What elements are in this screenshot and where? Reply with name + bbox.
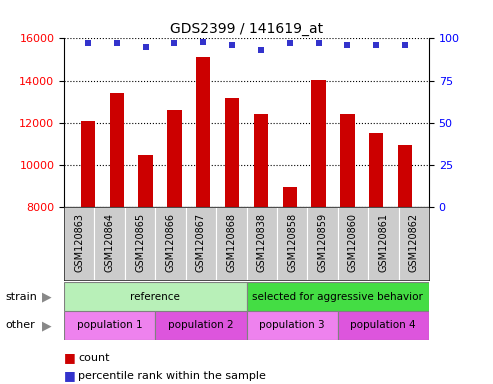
- Text: GSM120858: GSM120858: [287, 213, 297, 272]
- Text: percentile rank within the sample: percentile rank within the sample: [78, 371, 266, 381]
- Bar: [64, 282, 246, 311]
- Text: GSM120861: GSM120861: [378, 213, 388, 272]
- Point: [199, 39, 207, 45]
- Text: population 3: population 3: [259, 320, 325, 331]
- Bar: [246, 282, 429, 311]
- Point: [257, 47, 265, 53]
- Bar: [64, 207, 95, 280]
- Bar: [282, 187, 297, 207]
- Bar: [246, 207, 277, 280]
- Text: GSM120865: GSM120865: [135, 213, 145, 272]
- Text: GSM120862: GSM120862: [409, 213, 419, 272]
- Bar: [368, 207, 398, 280]
- Point: [344, 42, 352, 48]
- Point: [228, 42, 236, 48]
- Bar: [95, 207, 125, 280]
- Bar: [338, 207, 368, 280]
- Bar: [312, 79, 326, 207]
- Point: [315, 40, 322, 46]
- Bar: [186, 207, 216, 280]
- Text: population 2: population 2: [168, 320, 234, 331]
- Text: GSM120868: GSM120868: [226, 213, 236, 272]
- Text: population 1: population 1: [77, 320, 142, 331]
- Point: [113, 40, 121, 46]
- Text: GSM120864: GSM120864: [105, 213, 115, 272]
- Bar: [139, 155, 153, 207]
- Bar: [277, 207, 307, 280]
- Text: GSM120859: GSM120859: [317, 213, 327, 272]
- Bar: [109, 93, 124, 207]
- Bar: [81, 121, 95, 207]
- Bar: [155, 207, 186, 280]
- Text: selected for aggressive behavior: selected for aggressive behavior: [252, 291, 423, 302]
- Bar: [398, 207, 429, 280]
- Bar: [398, 145, 412, 207]
- Bar: [155, 311, 246, 340]
- Text: GSM120838: GSM120838: [257, 213, 267, 272]
- Text: population 4: population 4: [351, 320, 416, 331]
- Point: [84, 40, 92, 46]
- Bar: [338, 311, 429, 340]
- Text: ■: ■: [64, 351, 76, 364]
- Text: ■: ■: [64, 369, 76, 382]
- Text: other: other: [5, 320, 35, 331]
- Point: [171, 40, 178, 46]
- Bar: [64, 311, 155, 340]
- Bar: [340, 114, 354, 207]
- Bar: [225, 98, 239, 207]
- Title: GDS2399 / 141619_at: GDS2399 / 141619_at: [170, 22, 323, 36]
- Text: GSM120866: GSM120866: [166, 213, 176, 272]
- Bar: [125, 207, 155, 280]
- Point: [372, 42, 380, 48]
- Bar: [246, 311, 338, 340]
- Point: [141, 44, 149, 50]
- Text: GSM120860: GSM120860: [348, 213, 358, 272]
- Bar: [216, 207, 246, 280]
- Text: reference: reference: [130, 291, 180, 302]
- Bar: [196, 58, 211, 207]
- Text: ▶: ▶: [42, 319, 52, 332]
- Point: [286, 40, 294, 46]
- Point: [401, 42, 409, 48]
- Text: ▶: ▶: [42, 290, 52, 303]
- Bar: [307, 207, 338, 280]
- Bar: [167, 110, 181, 207]
- Text: GSM120867: GSM120867: [196, 213, 206, 272]
- Bar: [254, 114, 268, 207]
- Text: GSM120863: GSM120863: [74, 213, 84, 272]
- Bar: [369, 134, 384, 207]
- Text: count: count: [78, 353, 109, 363]
- Text: strain: strain: [5, 291, 37, 302]
